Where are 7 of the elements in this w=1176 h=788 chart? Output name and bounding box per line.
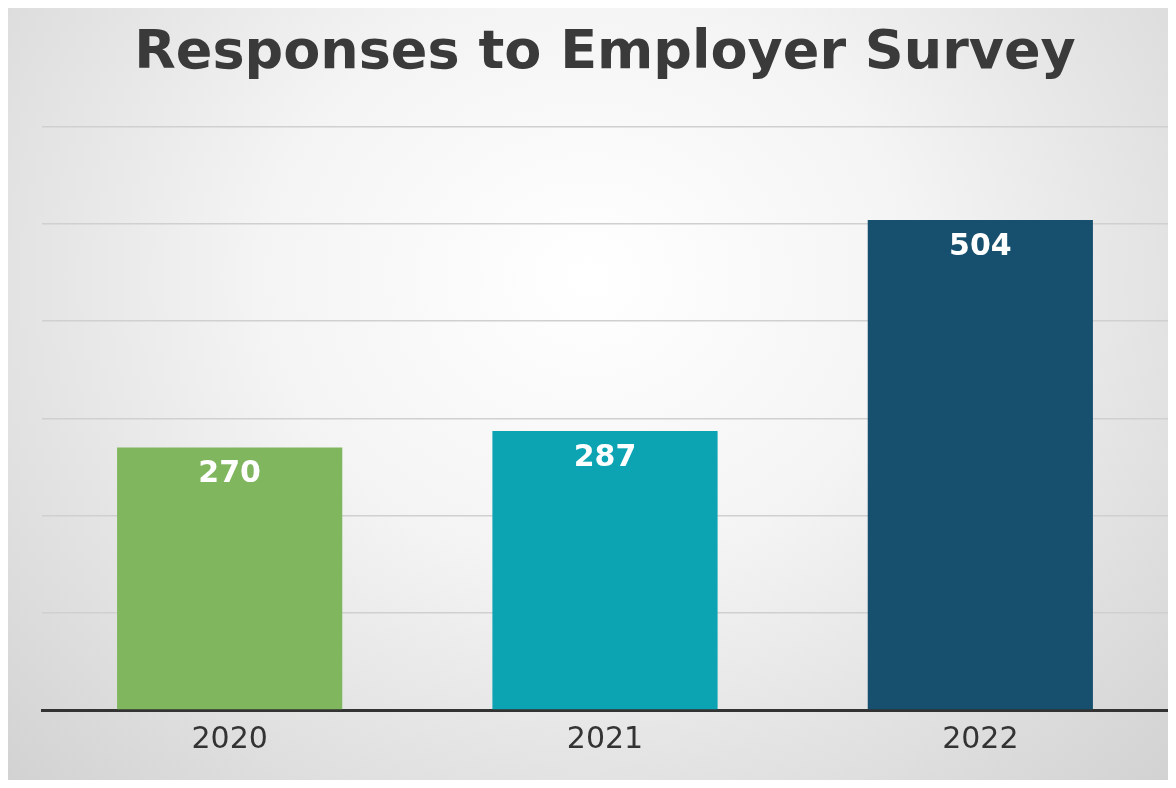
data-label: 504 [949, 226, 1012, 262]
chart-title: Responses to Employer Survey [134, 18, 1076, 82]
data-label: 287 [573, 437, 637, 473]
x-tick-label: 2021 [566, 719, 644, 755]
data-label: 270 [198, 454, 261, 490]
x-tick-label: 2020 [191, 719, 268, 755]
x-tick-label: 2022 [942, 719, 1019, 755]
